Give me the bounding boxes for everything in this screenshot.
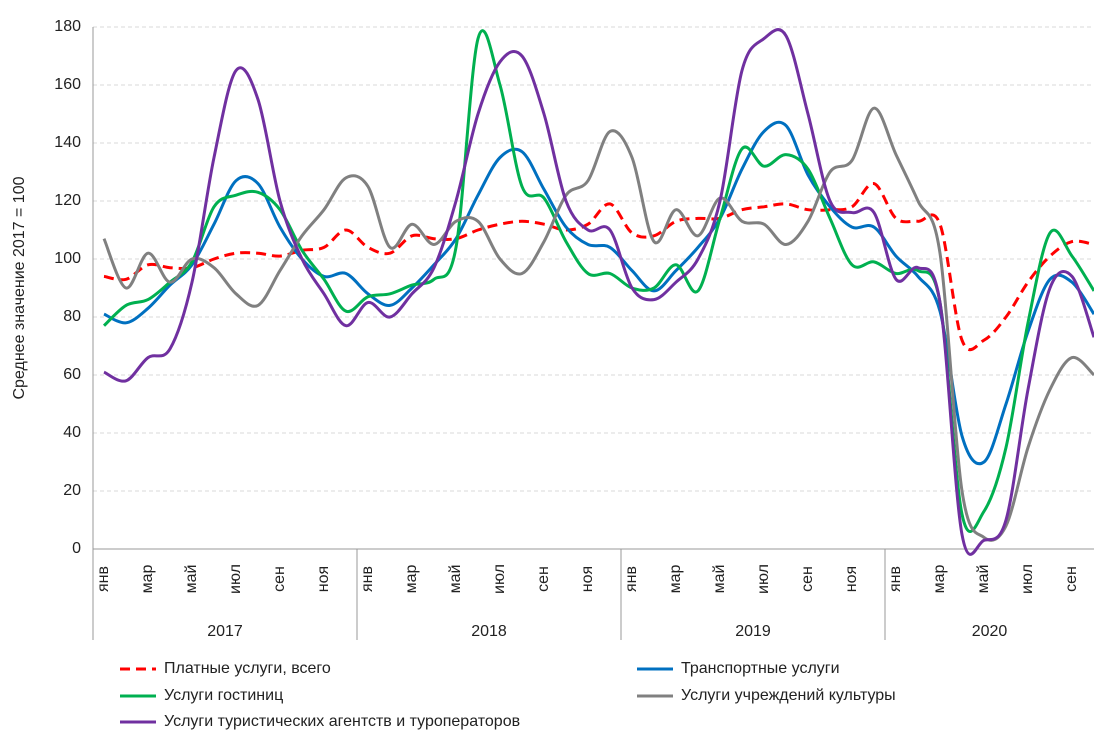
series-line [103, 182, 1094, 352]
series-line [102, 106, 1094, 542]
x-tick-label: ноя [315, 566, 332, 592]
series-line [103, 28, 1094, 556]
y-tick-label: 40 [63, 424, 81, 441]
x-tick-label: июл [227, 564, 244, 594]
x-tick-label: сен [535, 566, 552, 592]
year-label: 2017 [207, 623, 243, 640]
x-tick-label: май [183, 565, 200, 594]
y-axis-label: Среднее значение 2017 = 100 [11, 176, 28, 399]
year-label: 2020 [972, 623, 1008, 640]
x-tick-label: июл [1019, 564, 1036, 594]
x-tick-label: янв [95, 566, 112, 592]
x-tick-label: мар [139, 565, 156, 594]
x-tick-label: янв [887, 566, 904, 592]
series-line [102, 29, 1094, 533]
y-tick-label: 20 [63, 482, 81, 499]
x-tick-label: сен [1063, 566, 1080, 592]
year-label: 2018 [471, 623, 507, 640]
y-tick-label: 140 [54, 134, 81, 151]
x-tick-label: июл [491, 564, 508, 594]
year-label: 2019 [735, 623, 771, 640]
x-tick-label: май [711, 565, 728, 594]
y-tick-label: 80 [63, 308, 81, 325]
legend-label: Услуги гостиниц [164, 687, 283, 704]
y-tick-label: 100 [54, 250, 81, 267]
x-tick-label: мар [403, 565, 420, 594]
x-tick-label: мар [931, 565, 948, 594]
y-tick-label: 180 [54, 18, 81, 35]
y-tick-label: 120 [54, 192, 81, 209]
y-tick-label: 60 [63, 366, 81, 383]
x-tick-label: май [447, 565, 464, 594]
x-tick-label: янв [623, 566, 640, 592]
legend-label: Платные услуги, всего [164, 660, 331, 677]
x-tick-label: сен [271, 566, 288, 592]
x-tick-label: ноя [579, 566, 596, 592]
x-tick-label: сен [799, 566, 816, 592]
x-tick-label: янв [359, 566, 376, 592]
x-tick-label: мар [667, 565, 684, 594]
y-tick-label: 0 [72, 540, 81, 557]
x-tick-label: июл [755, 564, 772, 594]
legend-label: Услуги учреждений культуры [681, 687, 896, 704]
x-tick-label: ноя [843, 566, 860, 592]
x-tick-label: май [975, 565, 992, 594]
legend-label: Транспортные услуги [681, 660, 840, 677]
legend-label: Услуги туристических агентств и туропера… [164, 713, 520, 730]
y-tick-label: 160 [54, 76, 81, 93]
